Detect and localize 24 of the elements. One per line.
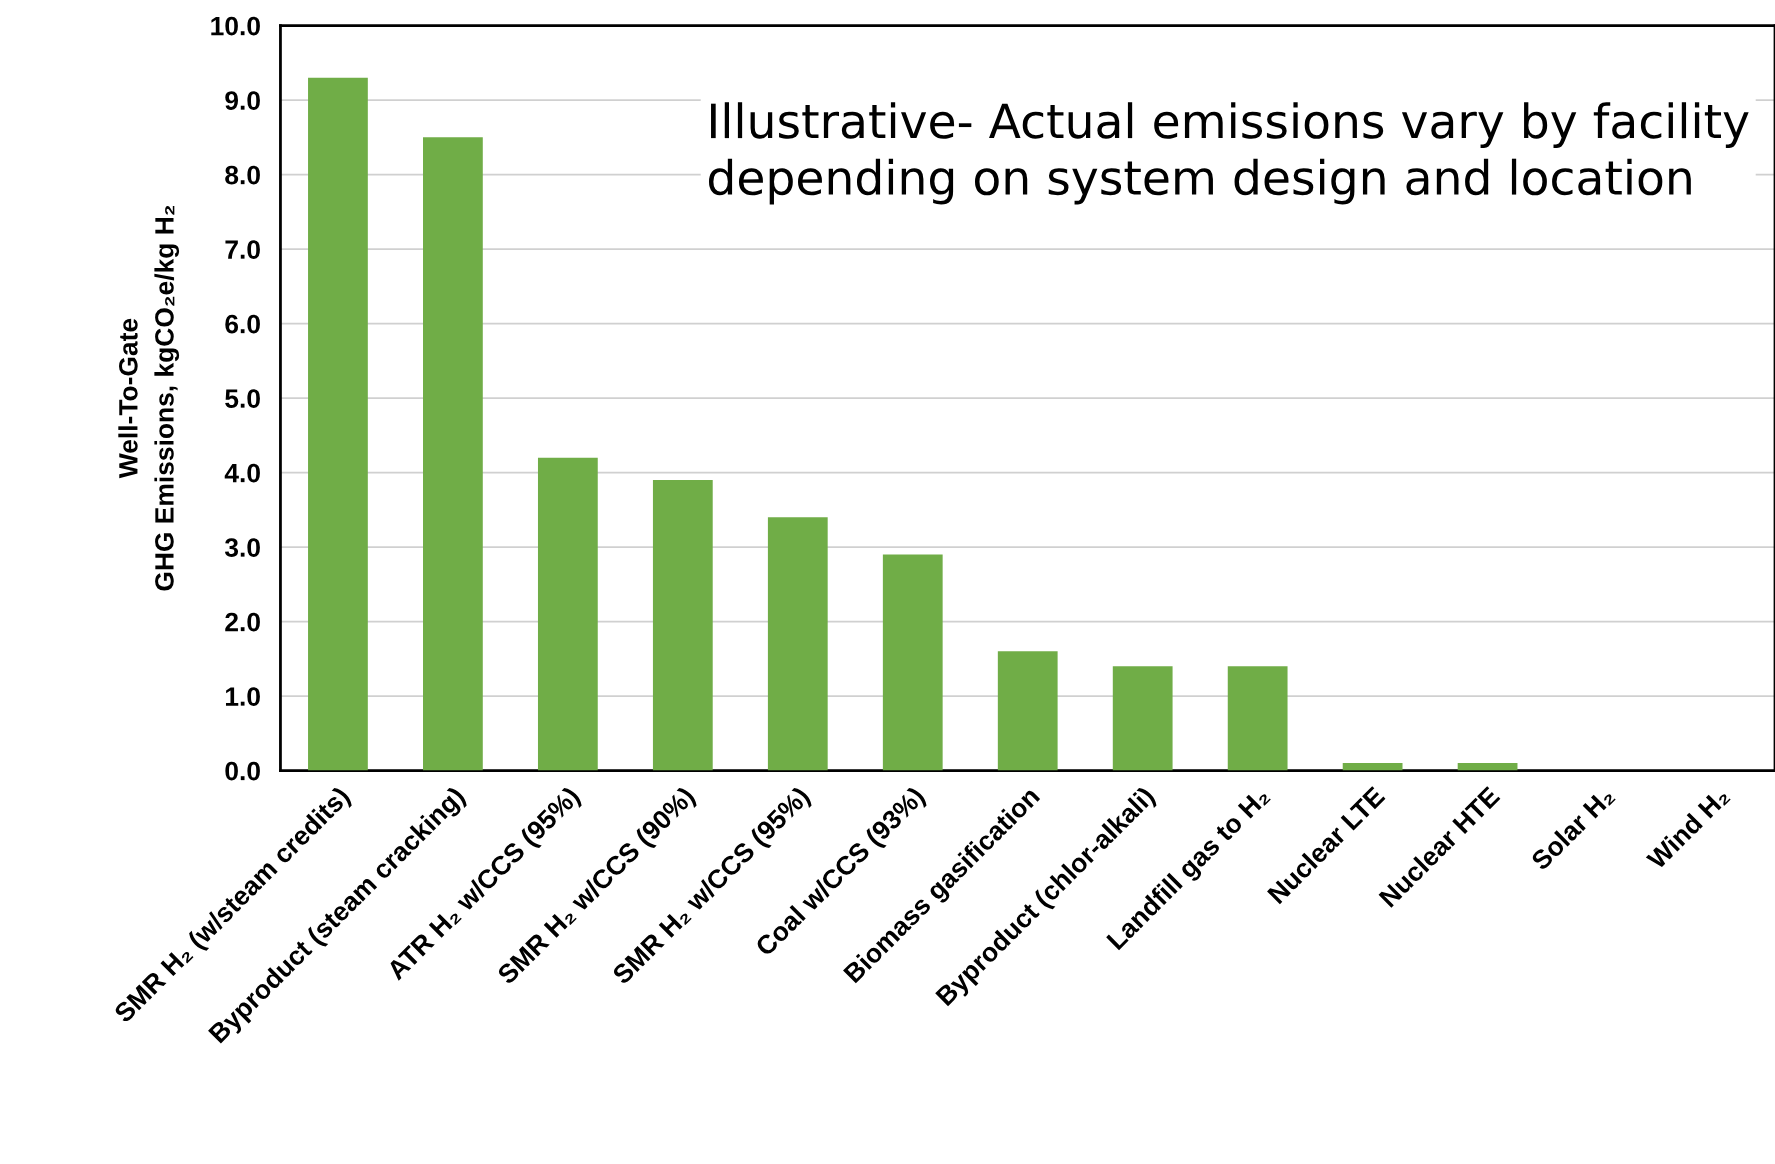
y-tick-label: 9.0 bbox=[225, 91, 260, 110]
y-tick-label: 7.0 bbox=[225, 240, 260, 259]
y-tick-label: 8.0 bbox=[225, 165, 260, 185]
bar bbox=[423, 137, 483, 771]
y-tick-label: 3.0 bbox=[224, 538, 260, 557]
bar bbox=[308, 77, 368, 771]
bar bbox=[652, 480, 713, 771]
y-tick-label: 1.0 bbox=[225, 687, 260, 706]
bar bbox=[882, 554, 943, 771]
bar bbox=[1457, 763, 1518, 771]
y-tick-label: 6.0 bbox=[225, 314, 260, 334]
bar bbox=[537, 457, 598, 771]
y-tick-label: 0.0 bbox=[225, 761, 260, 781]
y-tick-label: 5.0 bbox=[225, 389, 260, 408]
bar bbox=[767, 517, 828, 771]
bar bbox=[1342, 763, 1403, 771]
y-tick-label: 4.0 bbox=[224, 463, 260, 483]
annotation: Illustrative- Actual emissions vary by facility depending on system design and location bbox=[709, 102, 1749, 205]
y-tick-label: 10.0 bbox=[211, 16, 260, 36]
bar bbox=[1112, 666, 1173, 771]
y-tick-label: 2.0 bbox=[225, 612, 260, 632]
y-axis-title: Well-To-Gate GHG Emissions, kgCO₂e/kg H₂ bbox=[118, 205, 180, 591]
bar bbox=[997, 651, 1058, 771]
bar bbox=[1227, 666, 1288, 771]
